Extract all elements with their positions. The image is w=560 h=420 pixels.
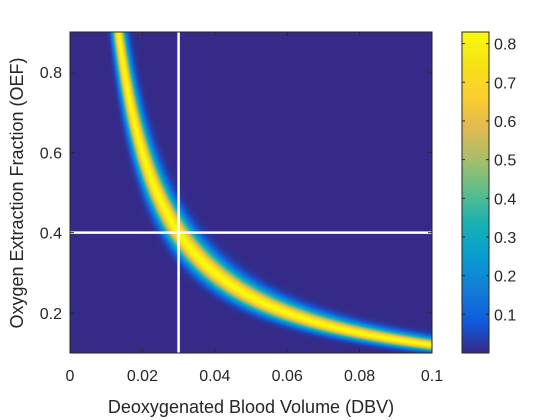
- colorbar-tick-label: 0.4: [494, 191, 516, 208]
- x-axis-ticks: 0 0.02 0.04 0.06 0.08 0.1: [66, 32, 443, 385]
- colorbar-ticks: 0.1 0.2 0.3 0.4 0.5 0.6 0.7 0.8: [462, 37, 516, 324]
- colorbar-tick-label: 0.3: [494, 230, 516, 247]
- x-tick-label: 0.04: [199, 368, 230, 385]
- colorbar: 0.1 0.2 0.3 0.4 0.5 0.6 0.7 0.8: [461, 31, 516, 354]
- colorbar-bar: [462, 32, 489, 353]
- plot-area: [69, 31, 433, 354]
- colorbar-tick-label: 0.6: [494, 114, 516, 131]
- y-tick-label: 0.2: [40, 306, 62, 323]
- x-tick-label: 0.02: [127, 368, 158, 385]
- colorbar-tick-label: 0.2: [494, 269, 516, 286]
- x-tick-label: 0.06: [272, 368, 303, 385]
- x-tick-label: 0.08: [344, 368, 375, 385]
- x-tick-label: 0: [66, 368, 75, 385]
- y-tick-label: 0.8: [40, 65, 62, 82]
- y-axis-ticks: 0.2 0.4 0.6 0.8: [40, 65, 432, 323]
- y-axis-label: Oxygen Extraction Fraction (OEF): [7, 57, 27, 328]
- colorbar-tick-label: 0.5: [494, 153, 516, 170]
- x-axis-label: Deoxygenated Blood Volume (DBV): [108, 397, 394, 417]
- colorbar-frame: [461, 31, 490, 354]
- colorbar-tick-label: 0.1: [494, 307, 516, 324]
- plot-frame: [69, 31, 433, 354]
- colorbar-tick-label: 0.7: [494, 75, 516, 92]
- y-tick-label: 0.4: [40, 226, 62, 243]
- heatmap-image: [70, 32, 432, 353]
- colorbar-tick-label: 0.8: [494, 37, 516, 54]
- y-tick-label: 0.6: [40, 145, 62, 162]
- x-tick-label: 0.1: [421, 368, 443, 385]
